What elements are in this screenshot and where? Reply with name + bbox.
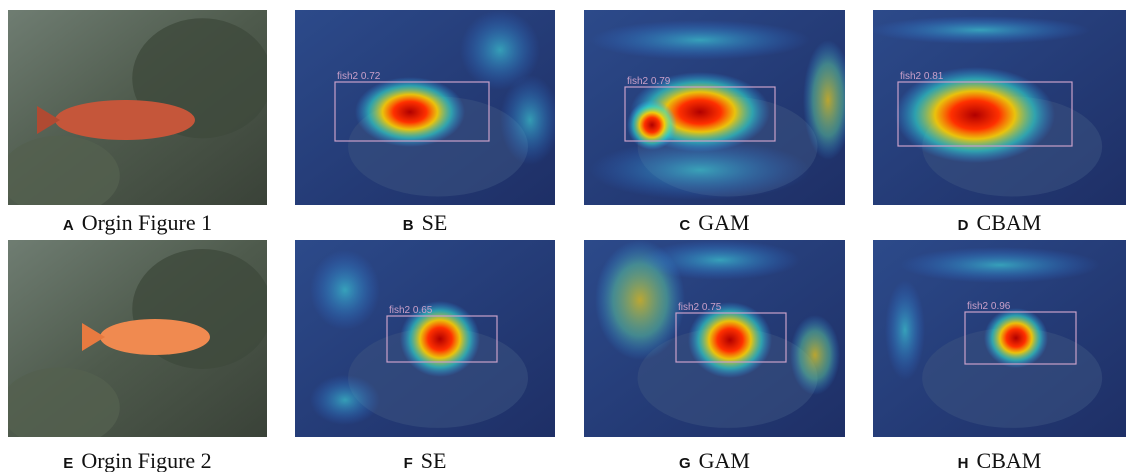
panel-letter: E [63, 455, 73, 472]
heat-blob [310, 375, 380, 425]
fish [55, 100, 195, 140]
panel: fish2 0.72 B SE [295, 10, 560, 235]
caption: C GAM [679, 210, 749, 235]
panel-caption: SE [421, 448, 447, 472]
panel-caption: Orgin Figure 2 [81, 448, 211, 472]
detection-label: fish2 0.81 [900, 71, 944, 82]
heat-blob [803, 40, 853, 160]
caption: B SE [403, 210, 448, 235]
rock [0, 367, 120, 447]
heat-blob [885, 280, 925, 380]
rock [0, 136, 120, 216]
heat-blob [590, 20, 810, 60]
heat-blob [310, 250, 380, 330]
panel-letter: D [958, 217, 969, 234]
panel-image: fish2 0.81 [870, 10, 1126, 205]
panel-letter: A [63, 217, 74, 234]
detection-label: fish2 0.65 [389, 305, 433, 316]
panel: fish2 0.65 F SE [295, 240, 555, 472]
panel-caption: CBAM [977, 448, 1042, 472]
panel: E Orgin Figure 2 [0, 240, 272, 472]
panel: fish2 0.75 G GAM [584, 240, 845, 472]
panel-image: fish2 0.65 [295, 240, 555, 437]
panel-image: fish2 0.96 [873, 240, 1126, 437]
caption: F SE [404, 448, 447, 472]
panel-image: fish2 0.72 [295, 10, 560, 205]
panel-image: fish2 0.75 [584, 240, 845, 437]
detection-label: fish2 0.75 [678, 302, 722, 313]
heat-blob [640, 240, 800, 280]
panel-letter: H [958, 455, 969, 472]
panel-caption: Orgin Figure 1 [82, 210, 212, 235]
heat-blob [590, 140, 810, 200]
panel-caption: GAM [698, 210, 749, 235]
detection-label: fish2 0.96 [967, 301, 1011, 312]
panel: A Orgin Figure 1 [0, 10, 272, 235]
panel-letter: C [679, 217, 690, 234]
panel: fish2 0.96 H CBAM [873, 240, 1126, 472]
fish [100, 319, 210, 355]
caption: G GAM [679, 448, 750, 472]
caption: E Orgin Figure 2 [63, 448, 211, 472]
heat-blob [355, 77, 465, 147]
panel: fish2 0.81 D CBAM [870, 10, 1126, 235]
panel-image [0, 10, 272, 216]
panel-image: fish2 0.79 [584, 10, 853, 205]
heat-blob [500, 75, 560, 165]
heat-blob [870, 16, 1090, 44]
heat-blob [790, 315, 840, 395]
caption: D CBAM [958, 210, 1042, 235]
detection-label: fish2 0.79 [627, 76, 671, 87]
panel-caption: GAM [699, 448, 750, 472]
heat-blob [984, 308, 1048, 368]
panel-letter: F [404, 455, 413, 472]
detection-label: fish2 0.72 [337, 71, 381, 82]
figure: AOrgin Figure 1fish2 0.72BSEfish2 0.79CG… [0, 0, 1126, 472]
caption: A Orgin Figure 1 [63, 210, 212, 235]
panel-image [0, 240, 272, 447]
panel-letter: B [403, 217, 414, 234]
panel: fish2 0.79 C GAM [584, 10, 853, 235]
panel-caption: SE [422, 210, 448, 235]
panel-caption: CBAM [977, 210, 1042, 235]
caption: H CBAM [958, 448, 1042, 472]
heat-blob [900, 247, 1100, 283]
panel-letter: G [679, 455, 691, 472]
